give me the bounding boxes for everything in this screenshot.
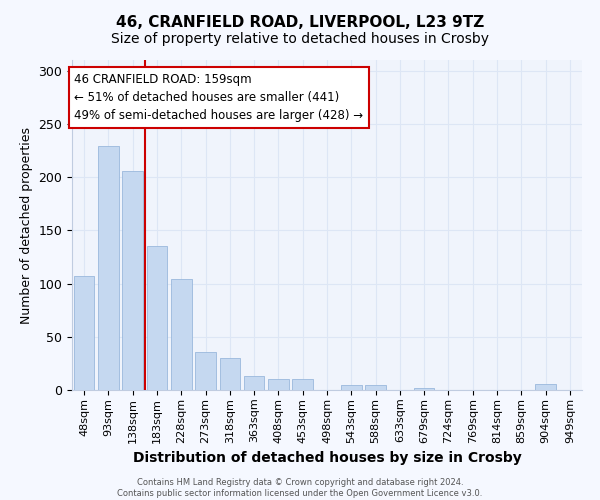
Text: 46 CRANFIELD ROAD: 159sqm
← 51% of detached houses are smaller (441)
49% of semi: 46 CRANFIELD ROAD: 159sqm ← 51% of detac…	[74, 73, 364, 122]
Bar	[74, 276, 94, 390]
Bar	[292, 380, 313, 390]
Bar	[244, 376, 265, 390]
Bar	[268, 380, 289, 390]
Bar	[535, 384, 556, 390]
Y-axis label: Number of detached properties: Number of detached properties	[20, 126, 33, 324]
Bar	[365, 384, 386, 390]
Bar	[414, 388, 434, 390]
Text: Size of property relative to detached houses in Crosby: Size of property relative to detached ho…	[111, 32, 489, 46]
Bar	[98, 146, 119, 390]
X-axis label: Distribution of detached houses by size in Crosby: Distribution of detached houses by size …	[133, 451, 521, 465]
Text: 46, CRANFIELD ROAD, LIVERPOOL, L23 9TZ: 46, CRANFIELD ROAD, LIVERPOOL, L23 9TZ	[116, 15, 484, 30]
Bar	[122, 170, 143, 390]
Bar	[341, 384, 362, 390]
Bar	[171, 280, 191, 390]
Text: Contains HM Land Registry data © Crown copyright and database right 2024.
Contai: Contains HM Land Registry data © Crown c…	[118, 478, 482, 498]
Bar	[195, 352, 216, 390]
Bar	[146, 246, 167, 390]
Bar	[220, 358, 240, 390]
